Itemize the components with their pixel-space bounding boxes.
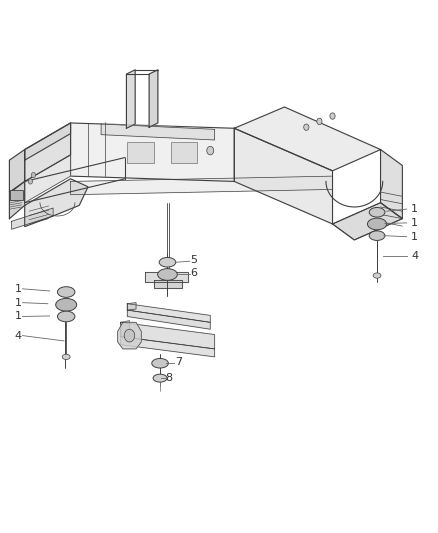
Polygon shape [101, 124, 215, 140]
Polygon shape [71, 123, 234, 181]
Circle shape [207, 147, 214, 155]
Polygon shape [127, 310, 210, 329]
Polygon shape [25, 123, 71, 160]
Polygon shape [12, 208, 53, 229]
Polygon shape [381, 150, 403, 219]
Polygon shape [145, 272, 188, 282]
Text: 1: 1 [14, 284, 21, 294]
Polygon shape [149, 70, 158, 127]
Circle shape [124, 329, 135, 342]
Ellipse shape [369, 207, 385, 217]
FancyBboxPatch shape [171, 142, 197, 163]
Text: 8: 8 [166, 373, 173, 383]
Polygon shape [153, 280, 182, 288]
Polygon shape [25, 123, 71, 181]
Text: 4: 4 [411, 251, 418, 261]
Text: 1: 1 [411, 204, 418, 214]
Ellipse shape [62, 354, 70, 360]
Ellipse shape [158, 269, 177, 280]
Ellipse shape [159, 257, 176, 267]
Text: 1: 1 [411, 232, 418, 242]
Ellipse shape [57, 311, 75, 322]
Polygon shape [121, 322, 215, 349]
Polygon shape [25, 179, 88, 227]
FancyBboxPatch shape [127, 142, 153, 163]
Text: 1: 1 [14, 297, 21, 308]
Polygon shape [127, 303, 136, 310]
Polygon shape [332, 203, 403, 240]
Polygon shape [10, 181, 25, 219]
Ellipse shape [369, 231, 385, 240]
Ellipse shape [373, 273, 381, 278]
Text: 6: 6 [191, 269, 198, 278]
Circle shape [304, 124, 309, 131]
Polygon shape [10, 150, 25, 192]
FancyBboxPatch shape [11, 190, 22, 200]
Polygon shape [121, 337, 215, 357]
Polygon shape [118, 322, 141, 349]
Polygon shape [121, 321, 130, 337]
Ellipse shape [57, 287, 75, 297]
Text: 1: 1 [411, 218, 418, 228]
Polygon shape [25, 155, 71, 203]
Polygon shape [234, 128, 332, 224]
Text: 4: 4 [14, 330, 22, 341]
Text: 5: 5 [191, 255, 198, 265]
Ellipse shape [56, 298, 77, 311]
Ellipse shape [152, 359, 168, 368]
Circle shape [31, 172, 35, 177]
Circle shape [317, 118, 322, 125]
Polygon shape [332, 203, 403, 240]
Polygon shape [234, 107, 381, 171]
Text: 7: 7 [175, 357, 183, 367]
Polygon shape [71, 176, 332, 195]
Circle shape [330, 113, 335, 119]
Circle shape [28, 179, 32, 184]
Ellipse shape [367, 218, 387, 230]
Text: 1: 1 [14, 311, 21, 321]
Ellipse shape [153, 374, 167, 382]
Polygon shape [127, 304, 210, 322]
Polygon shape [127, 70, 135, 128]
